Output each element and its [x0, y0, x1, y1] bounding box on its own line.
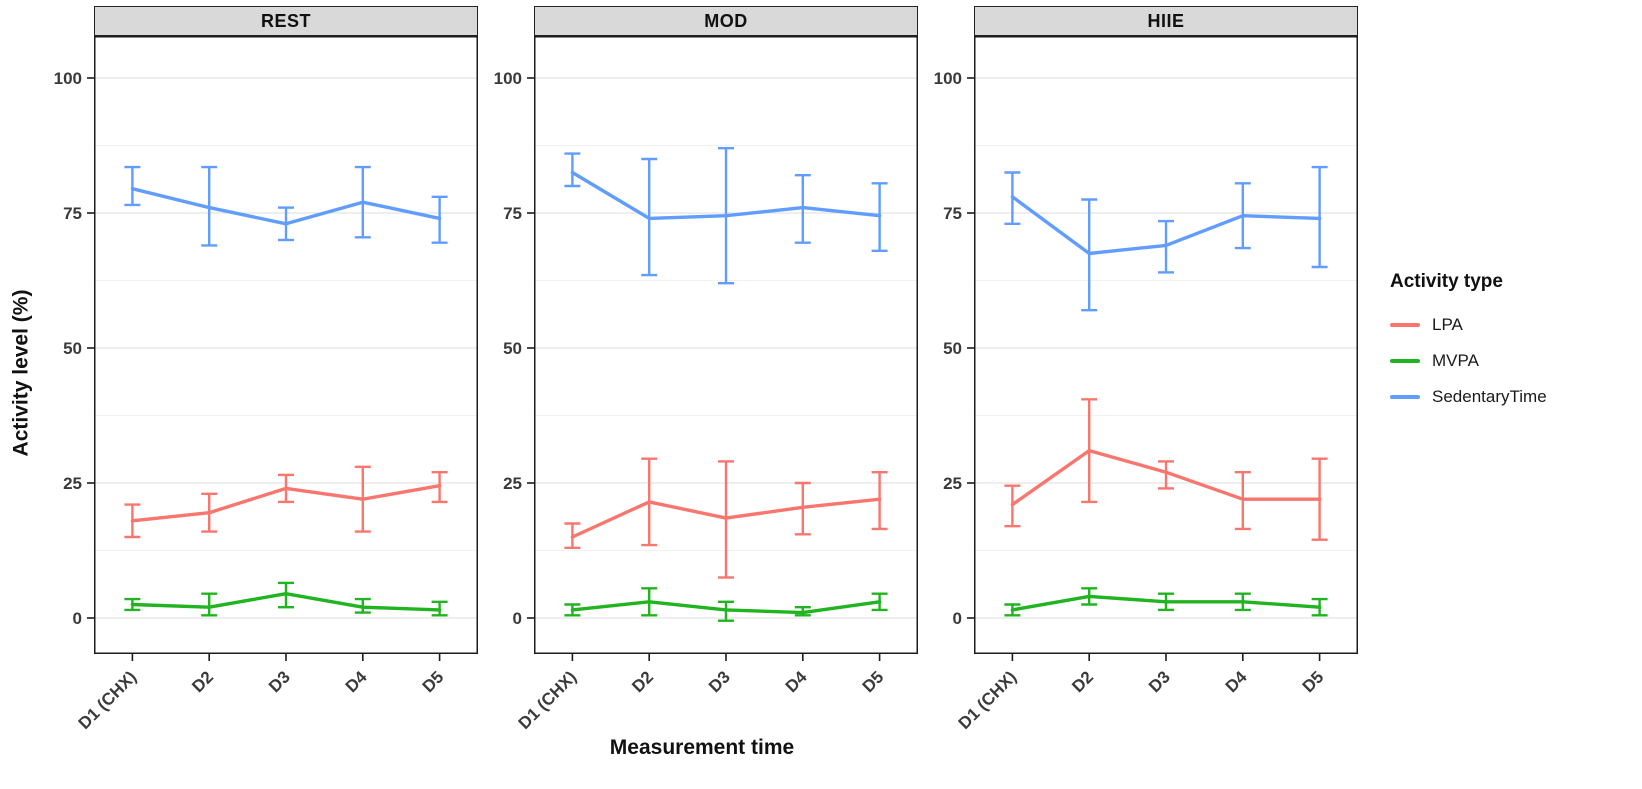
- svg-text:D2: D2: [628, 667, 657, 696]
- svg-text:50: 50: [503, 339, 522, 358]
- legend-item-sedentarytime: SedentaryTime: [1390, 387, 1632, 407]
- svg-text:D2: D2: [188, 667, 217, 696]
- facets-wrap: REST 0 25 50 75 100 D1 (CHX) D2 D3 D4 D5 MOD 0 25 5…: [42, 0, 1362, 789]
- svg-text:D1 (CHX): D1 (CHX): [955, 667, 1021, 733]
- legend: Activity type LPA MVPA SedentaryTime: [1362, 0, 1632, 745]
- svg-text:75: 75: [503, 204, 522, 223]
- facet-hiie: HIIE 0 25 50 75 100 D1 (CHX) D2 D3 D4 D5: [922, 0, 1362, 736]
- svg-text:25: 25: [503, 474, 522, 493]
- legend-item-lpa: LPA: [1390, 315, 1632, 335]
- facet-strip-rest: REST: [94, 6, 478, 36]
- svg-text:25: 25: [63, 474, 82, 493]
- legend-label-sedentarytime: SedentaryTime: [1432, 386, 1547, 406]
- plot-panel-hiie: 0 25 50 75 100 D1 (CHX) D2 D3 D4 D5: [934, 36, 1358, 733]
- svg-text:0: 0: [953, 609, 962, 628]
- svg-text:50: 50: [63, 339, 82, 358]
- legend-key-mvpa-line: [1390, 358, 1420, 363]
- legend-title: Activity type: [1390, 270, 1503, 292]
- facets-row: REST 0 25 50 75 100 D1 (CHX) D2 D3 D4 D5 MOD 0 25 5…: [42, 0, 1362, 736]
- facet-title-mod: MOD: [704, 10, 748, 31]
- svg-text:100: 100: [54, 69, 82, 88]
- facet-title-hiie: HIIE: [1147, 10, 1185, 31]
- svg-text:D5: D5: [1299, 667, 1328, 696]
- svg-text:D5: D5: [859, 667, 888, 696]
- x-axis-title: Measurement time: [609, 736, 795, 759]
- legend-label-mvpa: MVPA: [1432, 350, 1479, 370]
- y-axis-title-column: Activity level (%): [0, 0, 42, 745]
- svg-text:D2: D2: [1068, 667, 1097, 696]
- svg-text:0: 0: [513, 609, 522, 628]
- svg-text:50: 50: [943, 339, 962, 358]
- facet-rest: REST 0 25 50 75 100 D1 (CHX) D2 D3 D4 D5: [42, 0, 482, 736]
- svg-text:D3: D3: [705, 667, 734, 696]
- svg-text:100: 100: [934, 69, 962, 88]
- svg-text:75: 75: [63, 204, 82, 223]
- svg-text:100: 100: [494, 69, 522, 88]
- facet-mod: MOD 0 25 50 75 100 D1 (CHX) D2 D3 D4 D5: [482, 0, 922, 736]
- plot-panel-mod: 0 25 50 75 100 D1 (CHX) D2 D3 D4 D5: [494, 36, 918, 733]
- legend-key-sedentarytime-line: [1390, 394, 1420, 399]
- svg-text:D1 (CHX): D1 (CHX): [75, 667, 141, 733]
- legend-label-lpa: LPA: [1432, 314, 1463, 334]
- svg-text:D1 (CHX): D1 (CHX): [515, 667, 581, 733]
- legend-key-lpa-line: [1390, 322, 1420, 327]
- svg-text:D3: D3: [265, 667, 294, 696]
- svg-text:75: 75: [943, 204, 962, 223]
- svg-text:D4: D4: [342, 667, 371, 696]
- svg-text:D4: D4: [782, 667, 811, 696]
- y-axis-title: Activity level (%): [9, 289, 32, 456]
- legend-item-mvpa: MVPA: [1390, 351, 1632, 371]
- svg-text:0: 0: [73, 609, 82, 628]
- svg-text:D3: D3: [1145, 667, 1174, 696]
- facet-strip-mod: MOD: [534, 6, 918, 36]
- svg-text:D4: D4: [1222, 667, 1251, 696]
- plot-panel-rest: 0 25 50 75 100 D1 (CHX) D2 D3 D4 D5: [54, 36, 478, 733]
- svg-text:D5: D5: [419, 667, 448, 696]
- svg-text:25: 25: [943, 474, 962, 493]
- facet-strip-hiie: HIIE: [974, 6, 1358, 36]
- facet-title-rest: REST: [260, 10, 311, 31]
